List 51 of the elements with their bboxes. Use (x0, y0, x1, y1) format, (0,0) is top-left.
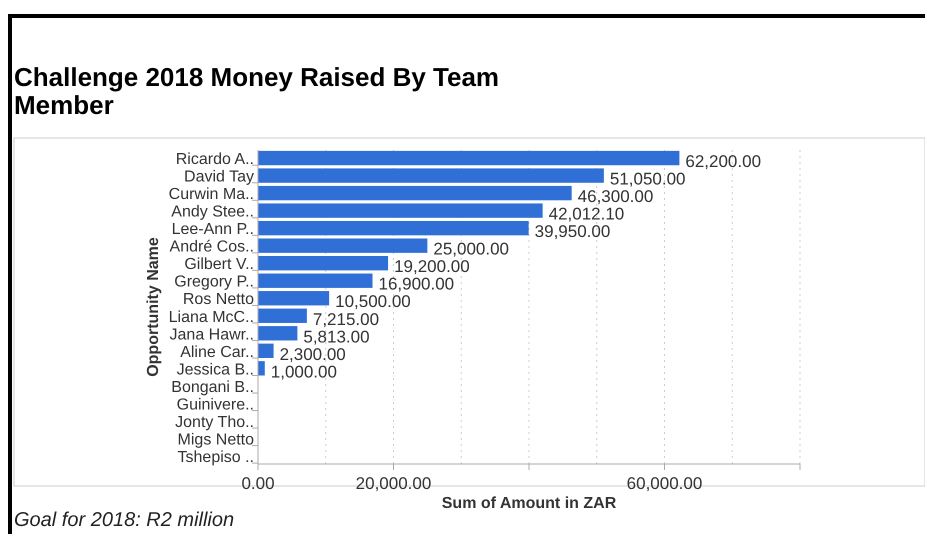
y-tick-label: Andy Stee.. (171, 204, 254, 221)
y-axis-title: Opportunity Name (145, 237, 162, 377)
bar (258, 274, 372, 288)
y-tick-label: Tshepiso .. (178, 448, 254, 466)
data-label: 5,813.00 (303, 327, 370, 346)
y-tick-label: Aline Car.. (180, 344, 254, 361)
y-tick-label: Jonty Tho.. (175, 414, 254, 431)
data-label: 19,200.00 (394, 257, 470, 276)
bar (258, 238, 428, 253)
y-tick-label: Ricardo A.. (176, 151, 254, 168)
y-tick-label: André Cos.. (170, 238, 254, 256)
data-label: 7,215.00 (312, 310, 380, 329)
y-tick-label: Migs Netto (178, 431, 254, 448)
bar (258, 203, 543, 218)
bar (258, 291, 330, 306)
bar (258, 168, 604, 183)
data-label: 16,900.00 (378, 274, 454, 294)
data-label: 62,200.00 (685, 152, 762, 172)
y-tick-label: Ros Netto (182, 291, 254, 308)
data-label: 10,500.00 (335, 292, 411, 312)
y-tick-label: Lee-Ann P.. (172, 221, 254, 238)
y-tick-label: Gilbert V.. (184, 256, 254, 274)
bar (258, 186, 572, 200)
text: Goal for 2018: R2 million (14, 509, 234, 531)
y-tick-label: David Tay (184, 168, 254, 186)
y-tick-label: Gregory P.. (174, 274, 254, 291)
data-label: 1,000.00 (270, 362, 337, 382)
y-tick-label: Liana McC.. (168, 308, 254, 326)
bar (258, 361, 265, 376)
bar (258, 344, 274, 358)
y-tick-label: Curwin Ma.. (168, 186, 254, 204)
x-tick-label: 20,000.00 (356, 474, 432, 493)
x-axis-title: Sum of Amount in ZAR (442, 495, 617, 512)
bar (258, 326, 298, 340)
data-label: 39,950.00 (534, 222, 610, 242)
data-label: 25,000.00 (433, 240, 510, 259)
y-tick-label: Bongani B.. (171, 378, 254, 396)
bar (258, 150, 680, 166)
y-tick-label: Jessica B.. (176, 361, 254, 378)
bar (258, 256, 388, 270)
bar (258, 220, 529, 236)
y-tick-label: Jana Hawr.. (170, 326, 254, 344)
data-label: 46,300.00 (578, 187, 654, 206)
data-label: 2,300.00 (280, 344, 346, 364)
data-label: 42,012.10 (548, 204, 624, 224)
x-tick-label: 60,000.00 (626, 474, 702, 493)
bar (258, 308, 307, 323)
chart-title: Challenge 2018 Money Raised By Team Member (14, 62, 500, 120)
data-label: 51,050.00 (610, 170, 686, 189)
x-tick-label: 0.00 (241, 474, 275, 493)
y-tick-label: Guinivere.. (176, 396, 254, 414)
